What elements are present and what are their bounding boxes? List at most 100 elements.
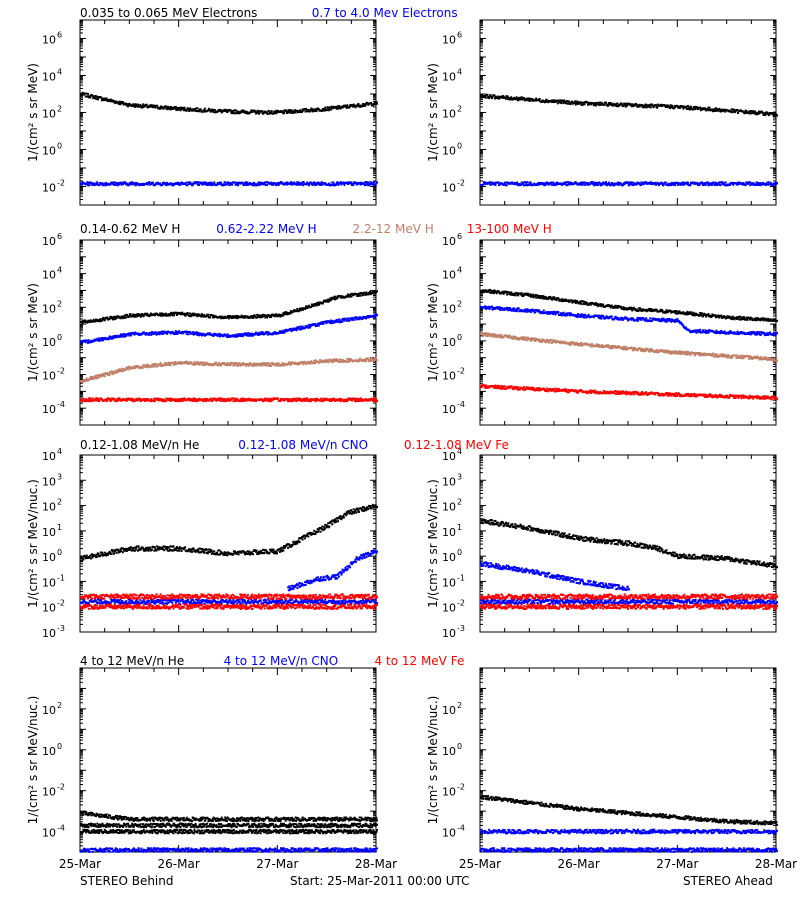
data-point bbox=[133, 104, 136, 107]
y-tick-label: 10 bbox=[442, 302, 456, 315]
data-point bbox=[483, 181, 486, 184]
data-point bbox=[501, 96, 504, 99]
data-point bbox=[567, 100, 570, 103]
data-point bbox=[299, 325, 302, 328]
y-tick-label-exponent: 6 bbox=[57, 232, 62, 241]
data-point bbox=[642, 183, 645, 186]
data-point bbox=[255, 112, 258, 115]
y-tick-label-exponent: -4 bbox=[57, 400, 65, 409]
data-point bbox=[279, 182, 282, 185]
data-point bbox=[370, 102, 373, 105]
data-point bbox=[171, 184, 174, 187]
data-point bbox=[244, 181, 247, 184]
data-point bbox=[273, 110, 276, 113]
data-point bbox=[296, 109, 299, 112]
data-point bbox=[169, 108, 172, 111]
y-tick-label: 10 bbox=[442, 370, 456, 383]
data-point bbox=[363, 182, 366, 185]
data-point bbox=[304, 110, 307, 113]
data-point bbox=[301, 325, 304, 328]
data-point bbox=[231, 110, 234, 112]
data-point bbox=[117, 101, 120, 104]
data-point bbox=[359, 104, 362, 107]
data-point bbox=[364, 181, 367, 184]
data-point bbox=[696, 107, 699, 109]
data-point bbox=[685, 107, 688, 110]
data-point bbox=[195, 107, 198, 110]
y-tick-label: 10 bbox=[42, 269, 56, 282]
data-point bbox=[495, 95, 498, 98]
data-point bbox=[205, 400, 207, 403]
data-point bbox=[342, 319, 345, 322]
data-point bbox=[376, 181, 378, 184]
data-point bbox=[635, 183, 638, 186]
data-point bbox=[523, 98, 526, 101]
data-point bbox=[714, 107, 717, 110]
data-point bbox=[758, 184, 760, 186]
data-point bbox=[373, 315, 376, 318]
data-point bbox=[481, 94, 484, 97]
data-point bbox=[732, 183, 735, 186]
data-point bbox=[87, 183, 90, 185]
data-point bbox=[142, 103, 145, 106]
data-point bbox=[256, 111, 259, 114]
y-tick-label: 10 bbox=[442, 71, 456, 84]
data-point bbox=[537, 181, 540, 184]
data-series bbox=[80, 397, 378, 403]
data-point bbox=[566, 102, 569, 105]
data-point bbox=[723, 108, 726, 111]
data-point bbox=[289, 109, 292, 112]
data-point bbox=[486, 93, 489, 96]
data-point bbox=[543, 100, 546, 103]
data-point bbox=[195, 110, 198, 113]
data-point bbox=[117, 182, 120, 185]
data-point bbox=[664, 106, 667, 108]
data-point bbox=[174, 333, 177, 335]
data-point bbox=[195, 181, 198, 184]
data-point bbox=[525, 184, 528, 187]
data-point bbox=[705, 183, 708, 186]
data-point bbox=[671, 104, 674, 107]
data-point bbox=[271, 183, 274, 186]
data-point bbox=[312, 182, 314, 185]
y-tick-label: 10 bbox=[42, 145, 56, 158]
data-point bbox=[323, 108, 326, 111]
y-tick-label-exponent: 6 bbox=[57, 31, 62, 40]
data-point bbox=[517, 96, 520, 99]
data-point bbox=[736, 109, 739, 111]
data-point bbox=[376, 314, 378, 317]
data-point bbox=[731, 111, 734, 114]
data-point bbox=[556, 99, 559, 102]
data-point bbox=[520, 184, 523, 186]
data-point bbox=[297, 183, 300, 186]
data-point bbox=[201, 181, 203, 184]
data-point bbox=[103, 99, 106, 101]
data-point bbox=[504, 181, 507, 184]
data-series bbox=[80, 91, 378, 115]
data-point bbox=[772, 114, 775, 117]
data-point bbox=[364, 104, 367, 107]
data-point bbox=[710, 184, 713, 186]
data-point bbox=[649, 182, 652, 185]
data-point bbox=[634, 102, 637, 105]
data-point bbox=[141, 105, 144, 108]
data-point bbox=[156, 181, 159, 184]
data-point bbox=[637, 105, 640, 108]
data-point bbox=[81, 183, 84, 186]
data-point bbox=[678, 182, 681, 185]
data-point bbox=[724, 181, 727, 184]
data-point bbox=[703, 108, 706, 111]
data-point bbox=[176, 107, 179, 110]
data-point bbox=[527, 99, 530, 102]
data-point bbox=[526, 181, 529, 184]
data-point bbox=[562, 182, 565, 185]
data-point bbox=[81, 93, 84, 96]
data-point bbox=[488, 181, 491, 184]
data-point bbox=[110, 399, 113, 402]
data-point bbox=[595, 183, 598, 186]
data-point bbox=[606, 184, 609, 187]
data-point bbox=[595, 104, 598, 107]
data-point bbox=[521, 183, 524, 185]
data-point bbox=[316, 181, 319, 184]
data-point bbox=[140, 106, 143, 109]
